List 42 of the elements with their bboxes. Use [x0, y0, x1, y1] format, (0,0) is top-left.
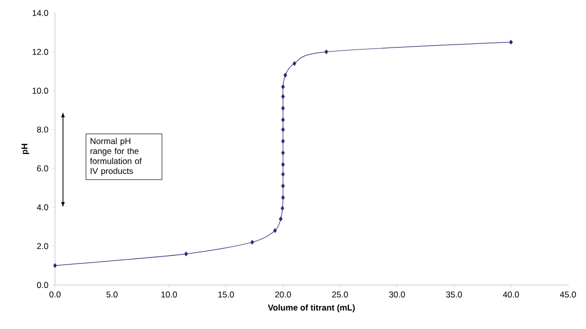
point [184, 252, 188, 256]
x-tick-label: 40.0 [502, 292, 519, 298]
x-tick-label: 10.0 [161, 292, 177, 298]
point [53, 263, 57, 268]
y-tick-label: 4.0 [36, 204, 48, 210]
y-tick-label: 6.0 [37, 165, 48, 172]
point [280, 206, 284, 211]
y-tick-label: 10.0 [32, 88, 48, 94]
x-tick-label: 25.0 [332, 292, 348, 298]
annotation: Normal pH range for the formulation of IV products [90, 138, 142, 176]
x-tick-label: 0.0 [49, 292, 61, 298]
point [281, 106, 285, 110]
x-tick-label: 35.0 [446, 292, 462, 298]
point [250, 240, 254, 245]
point [283, 72, 288, 78]
point [292, 61, 296, 66]
point [281, 84, 285, 90]
x-tick-label: 15.0 [218, 292, 234, 298]
y-axis-title: pH [22, 144, 30, 154]
x-tick-label: 5.0 [106, 292, 118, 298]
point [281, 162, 285, 167]
x-tick-label: 30.0 [389, 292, 405, 298]
point [281, 172, 285, 177]
point [281, 195, 285, 200]
point [278, 216, 283, 222]
y-tick-label: 0.0 [37, 282, 48, 288]
y-tick-label: 14.0 [32, 10, 48, 16]
point [509, 40, 513, 44]
point [281, 118, 285, 122]
y-tick-label: 2.0 [37, 243, 48, 250]
x-tick-label: 45.0 [560, 292, 576, 298]
point [281, 150, 285, 156]
x-tick-label: 20.0 [275, 292, 291, 298]
y-tick-label: 8.0 [37, 126, 48, 133]
point [324, 50, 328, 54]
point [273, 228, 277, 233]
point [281, 184, 285, 188]
point [281, 127, 285, 132]
point [281, 138, 285, 144]
x-axis-title: Volume of titrant (mL) [268, 304, 355, 312]
point [281, 94, 285, 99]
y-tick-label: 12.0 [32, 48, 48, 55]
